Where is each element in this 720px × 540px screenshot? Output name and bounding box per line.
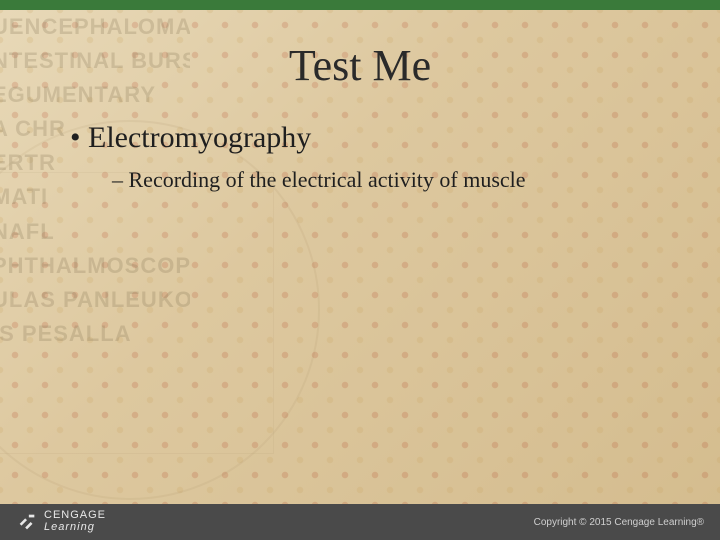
top-accent-bar (0, 0, 720, 10)
bullet-level-1: Electromyography (70, 121, 680, 155)
bg-word: ULAS PANLEUKOP (0, 283, 190, 317)
slide-title: Test Me (40, 40, 680, 91)
footer-bar: CENGAGE Learning Copyright © 2015 Cengag… (0, 504, 720, 540)
bg-word: IS PESALLA (0, 317, 190, 351)
bg-word: NAFL (0, 215, 190, 249)
bg-word: UENCEPHALOMALACIA (0, 10, 190, 44)
bg-word: PHTHALMOSCOP (0, 249, 190, 283)
bullet-level-2: Recording of the electrical activity of … (112, 167, 680, 193)
slide: UENCEPHALOMALACIA NTESTINAL BURSA EGUMEN… (0, 0, 720, 540)
brand-logo: CENGAGE Learning (16, 510, 106, 533)
cengage-mark-icon (16, 511, 38, 533)
brand-text: CENGAGE Learning (44, 510, 106, 533)
brand-line-2: Learning (44, 522, 106, 534)
copyright-text: Copyright © 2015 Cengage Learning® (534, 517, 704, 528)
content-area: Test Me Electromyography Recording of th… (0, 40, 720, 193)
